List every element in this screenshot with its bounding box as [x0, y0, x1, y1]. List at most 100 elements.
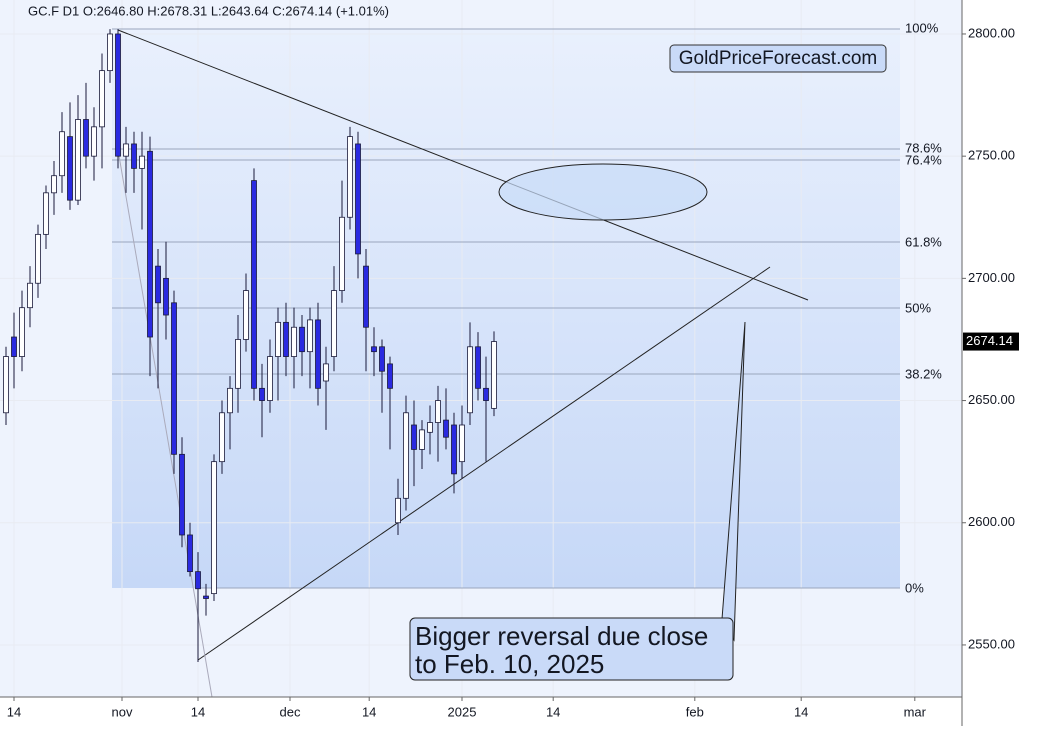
candle-body: [459, 424, 465, 463]
last-price-tag: [963, 332, 1019, 351]
candle-body: [291, 326, 297, 357]
x-tick-label: 2025: [448, 704, 477, 719]
candle-body: [171, 302, 177, 455]
candle-body: [299, 326, 305, 353]
candle-body: [251, 180, 257, 389]
candle-body: [475, 346, 481, 389]
candle-body: [307, 319, 313, 353]
candle-body: [75, 119, 81, 201]
trend-line: [117, 29, 809, 301]
candle-body: [259, 387, 265, 401]
candle-body: [379, 346, 385, 372]
candle-body: [179, 453, 185, 536]
candle-body: [427, 422, 433, 433]
callout-text: Bigger reversal due close: [415, 621, 708, 651]
candle-body: [131, 143, 137, 169]
candle-body: [363, 265, 369, 328]
x-tick-label: 14: [546, 704, 560, 719]
candle-body: [219, 412, 225, 463]
candle-body: [91, 126, 97, 157]
candle-body: [51, 175, 57, 194]
fib-labels: 100% 78.6% 76.4% 61.8% 50% 38.2% 0%: [905, 20, 942, 595]
candle-body: [235, 339, 241, 389]
x-tick-label: 14: [362, 704, 376, 719]
candle-body: [283, 321, 289, 357]
candle-body: [139, 155, 145, 169]
fib-label: 100%: [905, 20, 939, 35]
candle-body: [403, 412, 409, 499]
candle-body: [19, 307, 25, 357]
fib-label: 0%: [905, 580, 924, 595]
candle-body: [27, 282, 33, 309]
candle-body: [59, 131, 65, 177]
x-tick-label: mar: [904, 704, 927, 719]
fib-label: 61.8%: [905, 234, 942, 249]
y-tick-label: 2800.00: [968, 25, 1015, 40]
candle-body: [203, 595, 209, 599]
candle-body: [395, 497, 401, 524]
candle-body: [11, 336, 17, 357]
candle-body: [115, 33, 121, 157]
candle-body: [267, 356, 273, 401]
candle-body: [371, 346, 377, 353]
candle-body: [339, 216, 345, 291]
candle-body: [227, 387, 233, 414]
candle-body: [43, 192, 49, 235]
y-tick-label: 2650.00: [968, 392, 1015, 407]
callout-text: to Feb. 10, 2025: [415, 649, 604, 679]
fib-label: 38.2%: [905, 366, 942, 381]
candle-body: [83, 119, 89, 157]
candle-body: [195, 571, 201, 590]
candle-body: [163, 277, 169, 316]
fib-label: 76.4%: [905, 152, 942, 167]
x-tick-label: nov: [112, 704, 133, 719]
x-tick-label: 14: [794, 704, 808, 719]
candle-body: [187, 534, 193, 573]
guide-line: [117, 149, 213, 698]
watermark-box: [669, 44, 887, 73]
candle-body: [483, 387, 489, 401]
y-tick-label: 2600.00: [968, 514, 1015, 529]
x-tick-label: 14: [191, 704, 205, 719]
candle-body: [3, 356, 9, 414]
watermark: GoldPriceForecast.com: [679, 48, 878, 69]
candle-body: [99, 70, 105, 128]
candle-body: [107, 33, 113, 72]
candle-body: [323, 363, 329, 382]
ohlc-legend: GC.F D1 O:2646.80 H:2678.31 L:2643.64 C:…: [28, 3, 389, 18]
candle-body: [347, 136, 353, 218]
candle-body: [211, 461, 217, 595]
x-tick-label: dec: [280, 704, 301, 719]
fib-label: 78.6%: [905, 140, 942, 155]
candle-body: [147, 150, 153, 338]
candle-body: [123, 143, 129, 157]
candle-body: [275, 321, 281, 357]
candle-body: [355, 143, 361, 255]
candle-body: [331, 290, 337, 357]
fib-label: 50%: [905, 300, 931, 315]
candle-body: [315, 319, 321, 389]
candle-body: [435, 400, 441, 423]
y-tick-label: 2750.00: [968, 148, 1015, 163]
candle-body: [467, 346, 473, 414]
candle-body: [443, 419, 449, 438]
candle-body: [35, 233, 41, 284]
target-ellipse: [498, 163, 708, 221]
x-tick-label: feb: [686, 704, 704, 719]
axes: 2550.00 2600.00 2650.00 2700.00 2750.00 2800.…: [7, 25, 1019, 719]
y-tick-label: 2550.00: [968, 636, 1015, 651]
candle-body: [243, 290, 249, 340]
last-price-label: 2674.14: [966, 333, 1013, 348]
candle-body: [387, 363, 393, 389]
callout-box: [409, 617, 734, 681]
candle-body: [411, 424, 417, 450]
candle-body: [491, 341, 497, 409]
y-tick-label: 2700.00: [968, 270, 1015, 285]
candle-body: [67, 136, 73, 201]
candle-body: [451, 424, 457, 475]
x-tick-label: 14: [7, 704, 21, 719]
candle-body: [419, 429, 425, 450]
candles: [3, 29, 497, 663]
